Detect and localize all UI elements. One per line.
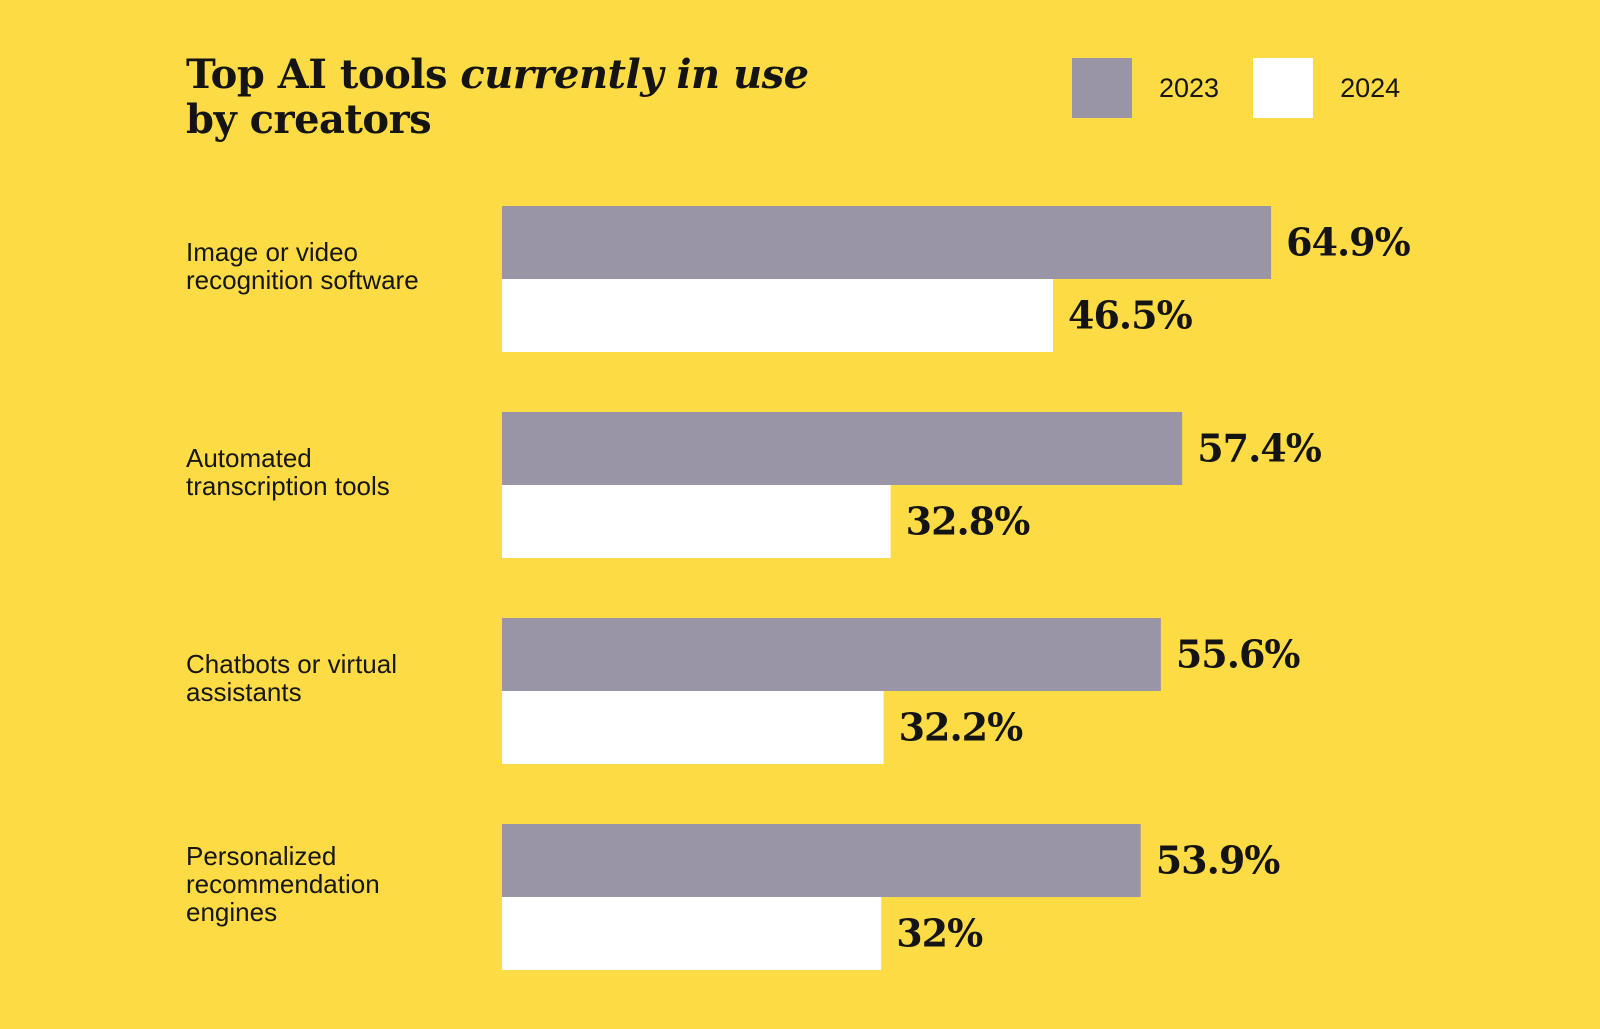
legend-item-2023: 2023 [1072,58,1219,118]
category-label: recommendation [186,869,380,899]
legend-item-2024: 2024 [1253,58,1400,118]
data-label-2023: 53.9% [1156,838,1281,883]
legend-label-2024: 2024 [1340,72,1401,103]
category-label: Automated [186,443,312,473]
data-label-2024: 32.2% [899,705,1024,750]
title-italic: currently in use [460,51,809,98]
data-label-2024: 46.5% [1068,293,1193,338]
title-line-2: by creators [186,96,432,143]
data-label-2023: 64.9% [1286,220,1411,265]
bar-2024 [502,691,884,764]
category-label: Personalized [186,841,336,871]
category-label: Chatbots or virtual [186,649,397,679]
bar-2023 [502,618,1161,691]
title-plain: Top AI tools [186,51,461,98]
legend-swatch-2023 [1072,58,1132,118]
bar-2024 [502,485,891,558]
category-label: transcription tools [186,471,390,501]
category-label: Image or video [186,237,358,267]
category-label: engines [186,897,277,927]
data-label-2023: 55.6% [1176,632,1301,677]
bar-2023 [502,206,1272,279]
title-line-1: Top AI tools currently in use [186,52,809,97]
category-label: assistants [186,677,302,707]
data-label-2024: 32.8% [906,499,1031,544]
legend: 2023 2024 [1072,58,1400,118]
bar-2023 [502,412,1183,485]
chart-title: Top AI tools currently in use by creator… [186,52,809,142]
bar-2023 [502,824,1141,897]
bar-2024 [502,279,1054,352]
legend-label-2023: 2023 [1159,72,1220,103]
bar-2024 [502,897,882,970]
legend-swatch-2024 [1253,58,1314,118]
category-label: recognition software [186,265,419,295]
data-label-2024: 32% [896,911,983,956]
data-label-2023: 57.4% [1197,426,1322,471]
